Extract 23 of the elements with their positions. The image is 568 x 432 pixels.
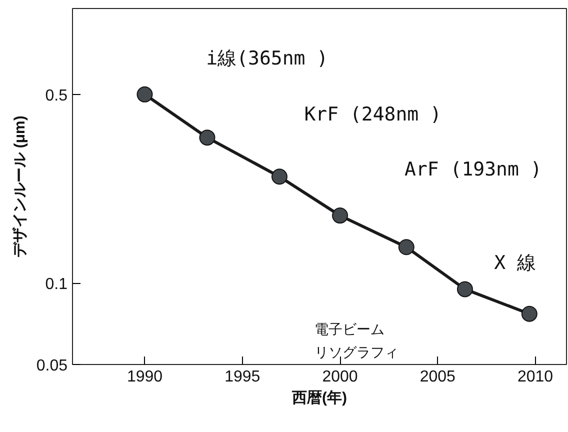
- y-tick-label: 0.05: [36, 358, 68, 374]
- annotation: X 線: [494, 252, 536, 274]
- annotation: i線(365nm ): [206, 47, 328, 70]
- annotation: 電子ビーム: [314, 320, 385, 337]
- annotation: ArF (193nm ): [404, 158, 542, 180]
- x-tick-label: 2010: [517, 368, 554, 386]
- x-tick-label: 2005: [420, 368, 456, 386]
- point: [136, 86, 153, 102]
- annotation: リソグラフィ: [314, 344, 399, 360]
- point: [271, 168, 288, 185]
- point: [199, 130, 216, 146]
- x-tick-label: 1990: [126, 368, 163, 386]
- x-tick-label: 2000: [322, 368, 358, 386]
- x-tick-label: 1995: [224, 368, 260, 386]
- y-tick-label: 0.1: [45, 276, 68, 294]
- y-tick-label: 0.5: [45, 87, 68, 104]
- point: [456, 281, 473, 298]
- point: [521, 306, 538, 322]
- point: [398, 239, 414, 256]
- point: [332, 208, 348, 224]
- annotation: KrF (248nm ): [304, 104, 442, 126]
- x-axis-title: 西暦(年): [291, 390, 348, 406]
- y-axis-title: デザインルール (μm): [11, 116, 28, 258]
